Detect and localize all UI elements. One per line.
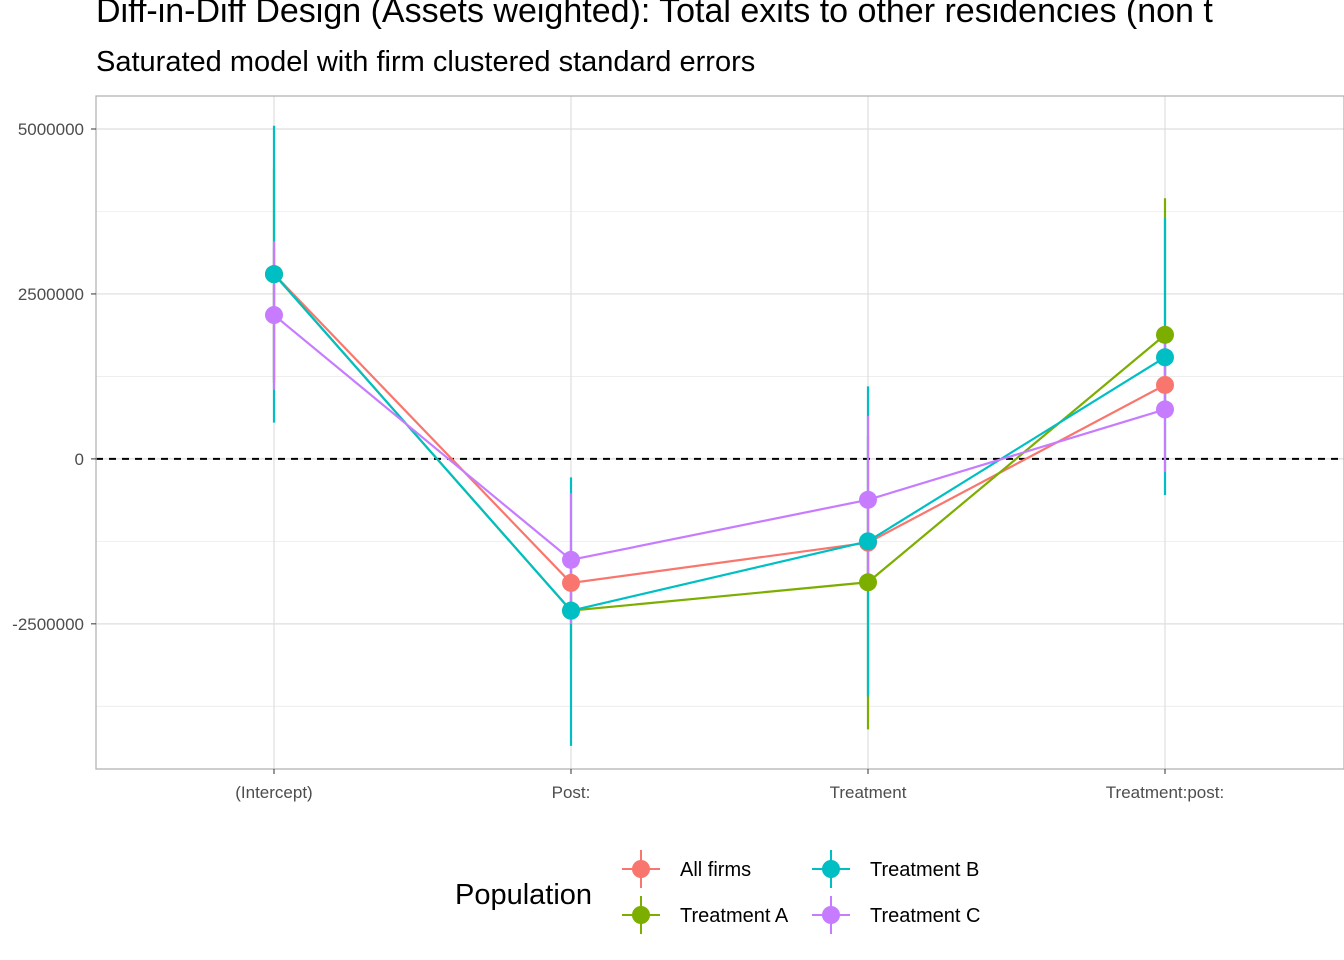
legend-title: Population (455, 879, 592, 911)
x-axis: (Intercept) Post: Treatment Treatment:post: (235, 769, 1224, 802)
legend-label-treatment-b: Treatment B (870, 859, 979, 881)
legend: Population All firms Treatment A Treatment … (455, 850, 980, 934)
chart-title: Diff-in-Diff Design (Assets weighted): T… (96, 0, 1213, 30)
x-tick-label: Post: (552, 783, 591, 802)
data-point-treatment-a (1156, 325, 1174, 344)
data-point-treatment-b (265, 265, 283, 284)
series-line-treatment-c (273, 314, 1166, 562)
data-point-treatment-c (265, 306, 283, 325)
legend-key-treatment-a (622, 896, 660, 934)
data-point-treatment-c (562, 550, 580, 569)
data-point-treatment-b (859, 532, 877, 551)
error-bars (272, 125, 1167, 746)
data-point-treatment-c (859, 490, 877, 509)
series-line-all-firms (273, 273, 1166, 585)
legend-key-point (632, 906, 650, 924)
y-axis: 5000000 2500000 0 -2500000 (12, 120, 96, 634)
legend-key-point (822, 906, 840, 924)
legend-key-point (822, 860, 840, 878)
x-tick-label: (Intercept) (235, 783, 312, 802)
data-point-treatment-b (562, 601, 580, 620)
legend-label-all-firms: All firms (680, 859, 751, 881)
chart-subtitle: Saturated model with firm clustered stan… (96, 46, 756, 78)
y-tick-label: 2500000 (18, 285, 84, 304)
legend-key-all-firms (622, 850, 660, 888)
series-line-treatment-a (273, 273, 1166, 612)
data-point-all-firms (1156, 375, 1174, 394)
legend-key-treatment-c (812, 896, 850, 934)
x-tick-label: Treatment (830, 783, 907, 802)
legend-key-treatment-b (812, 850, 850, 888)
data-point-treatment-c (1156, 400, 1174, 419)
legend-key-point (632, 860, 650, 878)
y-tick-label: -2500000 (12, 615, 84, 634)
data-point-all-firms (562, 573, 580, 592)
legend-label-treatment-c: Treatment C (870, 905, 980, 927)
series-lines (273, 273, 1166, 612)
x-tick-label: Treatment:post: (1106, 783, 1224, 802)
data-point-treatment-a (859, 573, 877, 592)
series-line-treatment-b (273, 273, 1166, 612)
data-point-treatment-b (1156, 348, 1174, 367)
y-tick-label: 0 (75, 450, 84, 469)
plot-panel-border (95, 95, 1344, 770)
y-tick-label: 5000000 (18, 120, 84, 139)
legend-label-treatment-a: Treatment A (680, 905, 789, 927)
data-points (265, 265, 1174, 620)
grid-lines (96, 96, 1344, 769)
